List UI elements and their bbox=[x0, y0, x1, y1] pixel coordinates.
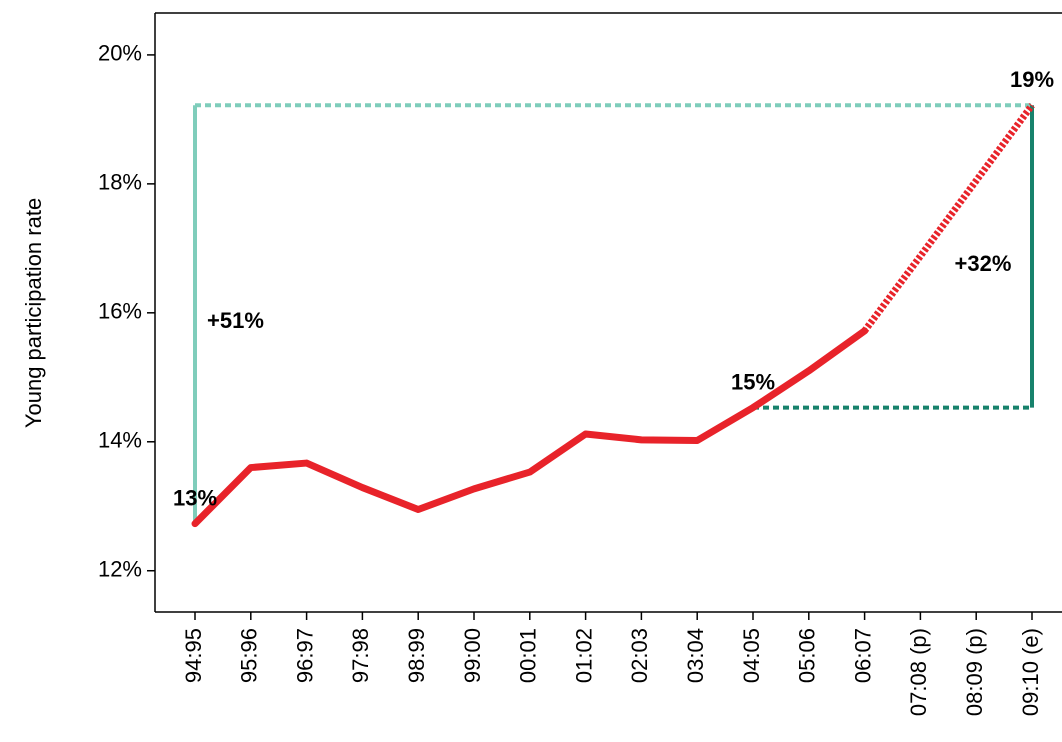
value-label: 13% bbox=[173, 485, 217, 510]
y-axis-label: Young participation rate bbox=[21, 198, 46, 428]
y-tick-label: 12% bbox=[98, 557, 142, 582]
value-label: 15% bbox=[731, 369, 775, 394]
x-tick-label: 01:02 bbox=[571, 628, 596, 683]
value-label: 19% bbox=[1010, 67, 1054, 92]
annotation: +51% bbox=[207, 308, 264, 333]
data-line bbox=[861, 103, 1035, 333]
y-tick-label: 20% bbox=[98, 41, 142, 66]
annotation: +32% bbox=[955, 251, 1012, 276]
x-tick-label: 94:95 bbox=[181, 628, 206, 683]
x-tick-label: 05:06 bbox=[795, 628, 820, 683]
x-tick-label: 09:10 (e) bbox=[1018, 628, 1043, 716]
x-tick-label: 00:01 bbox=[516, 628, 541, 683]
y-tick-label: 16% bbox=[98, 299, 142, 324]
x-tick-label: 06:07 bbox=[850, 628, 875, 683]
x-tick-label: 04:05 bbox=[739, 628, 764, 683]
y-tick-label: 18% bbox=[98, 170, 142, 195]
x-tick-label: 96:97 bbox=[292, 628, 317, 683]
y-tick-label: 14% bbox=[98, 428, 142, 453]
x-tick-label: 99:00 bbox=[460, 628, 485, 683]
x-tick-label: 03:04 bbox=[683, 628, 708, 683]
data-line bbox=[191, 327, 869, 528]
x-tick-label: 07:08 (p) bbox=[906, 628, 931, 716]
x-tick-label: 02:03 bbox=[627, 628, 652, 683]
x-tick-label: 08:09 (p) bbox=[962, 628, 987, 716]
x-tick-label: 95:96 bbox=[237, 628, 262, 683]
x-tick-label: 98:99 bbox=[404, 628, 429, 683]
x-tick-label: 97:98 bbox=[348, 628, 373, 683]
